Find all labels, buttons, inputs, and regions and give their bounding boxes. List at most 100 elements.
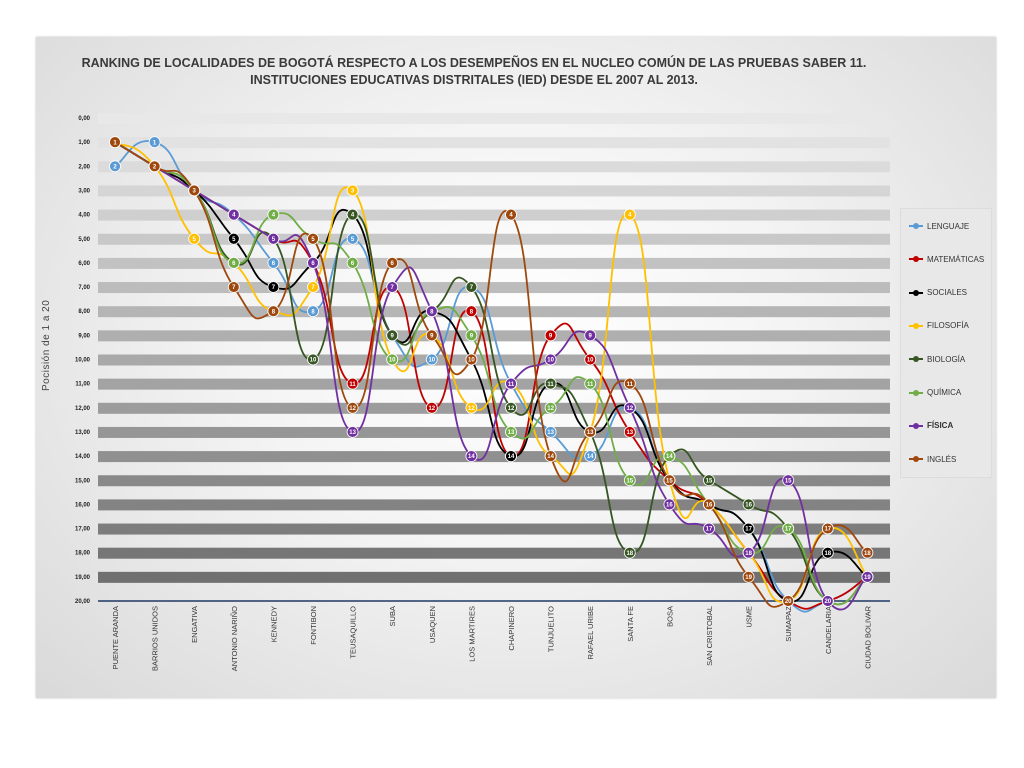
y-tick-label: 17,00	[75, 527, 91, 533]
legend-swatch	[909, 421, 923, 431]
data-point	[109, 160, 121, 173]
data-point	[465, 281, 478, 293]
data-point	[425, 329, 438, 342]
data-point	[188, 184, 201, 197]
data-point	[267, 305, 280, 318]
data-label: 7	[232, 285, 236, 291]
grid-band	[98, 499, 890, 511]
data-point	[505, 426, 517, 438]
y-tick-label: 11,00	[75, 382, 90, 388]
legend-item: MATEMÁTICAS	[909, 252, 984, 266]
data-point	[386, 256, 399, 269]
x-tick-label: RAFAEL URIBE	[586, 606, 595, 660]
chart-title-block: RANKING DE LOCALIDADES DE BOGOTÁ RESPECT…	[36, 55, 912, 89]
legend-item: BIOLOGÍA	[909, 352, 965, 366]
data-point	[386, 329, 399, 342]
data-point	[346, 184, 359, 197]
data-point	[425, 305, 438, 318]
data-label: 17	[745, 527, 752, 533]
data-point	[861, 546, 874, 559]
data-point	[703, 498, 715, 511]
x-axis: PUENTE ARANDA BARRIOS UNIDOS ENGATIVA ANTON…	[111, 605, 872, 671]
data-point	[623, 208, 636, 221]
data-label: 9	[391, 333, 395, 339]
legend-swatch	[909, 354, 923, 364]
legend-label: QUÍMICA	[927, 388, 962, 397]
data-point	[307, 353, 319, 366]
data-label: 5	[311, 237, 315, 243]
data-point	[623, 546, 636, 559]
y-tick-label: 13,00	[75, 430, 91, 436]
data-label: 20	[785, 599, 792, 605]
data-label: 6	[391, 261, 395, 267]
data-point	[821, 522, 834, 535]
x-tick-label: TUNJUELITO	[547, 606, 556, 652]
data-point	[307, 305, 319, 318]
legend-label: FÍSICA	[927, 421, 954, 431]
legend-swatch	[909, 254, 923, 264]
data-point	[623, 426, 636, 438]
data-label: 8	[272, 309, 276, 315]
data-label: 9	[470, 333, 474, 339]
data-point	[782, 522, 795, 535]
data-label: 6	[232, 261, 236, 267]
legend-item: SOCIALES	[909, 286, 967, 300]
data-point	[307, 232, 319, 245]
series-line-5	[114, 141, 868, 606]
y-axis: 0,00 1,00 2,00 3,00 4,00 5,00 6,00 7,00 8,00 9,00…	[75, 116, 91, 605]
data-label: 14	[666, 454, 673, 460]
series-points: 2134685910711131412151617202019123456117…	[109, 136, 874, 607]
y-tick-label: 4,00	[78, 213, 90, 219]
data-label: 11	[349, 382, 356, 388]
data-point	[227, 208, 240, 221]
legend-item: QUÍMICA	[909, 386, 961, 400]
x-tick-label: SUBA	[388, 606, 397, 626]
data-label: 11	[547, 382, 554, 388]
x-tick-label: SAN CRISTOBAL	[705, 606, 714, 666]
data-point	[821, 546, 834, 559]
data-point	[386, 353, 399, 366]
data-point	[148, 136, 161, 149]
data-label: 18	[824, 551, 831, 557]
data-label: 11	[508, 382, 515, 388]
data-point	[584, 353, 597, 366]
data-point	[465, 329, 478, 342]
x-tick-label: BARRIOS UNIDOS	[151, 606, 160, 671]
y-tick-label: 14,00	[75, 454, 91, 460]
y-tick-label: 20,00	[75, 599, 91, 605]
data-label: 5	[232, 237, 236, 243]
data-point	[663, 450, 676, 463]
data-point	[703, 522, 715, 535]
grid-band	[98, 137, 890, 149]
data-label: 14	[468, 454, 475, 460]
data-label: 10	[389, 358, 396, 364]
y-tick-label: 1,00	[78, 140, 90, 146]
legend-swatch	[909, 388, 923, 398]
data-point	[505, 450, 517, 463]
data-label: 16	[745, 503, 752, 509]
y-tick-label: 15,00	[75, 478, 91, 484]
data-label: 18	[626, 551, 633, 557]
data-label: 12	[349, 406, 356, 412]
grid-band	[98, 378, 890, 390]
grid-band	[98, 113, 890, 124]
legend-item: FILOSOFÍA	[909, 319, 969, 333]
legend-label: INGLÉS	[927, 454, 957, 464]
data-point	[663, 474, 676, 487]
legend-label: MATEMÁTICAS	[927, 254, 985, 264]
x-tick-label: TEUSAQUILLO	[349, 606, 358, 659]
grid-band	[98, 161, 890, 173]
data-point	[623, 474, 636, 487]
data-point	[584, 329, 597, 342]
x-tick-label: CIUDAD BOLIVAR	[863, 605, 872, 668]
legend-label: LENGUAJE	[927, 221, 970, 231]
data-point	[346, 377, 359, 390]
data-point	[465, 353, 478, 366]
data-label: 13	[547, 430, 554, 436]
y-tick-label: 12,00	[75, 406, 91, 412]
data-label: 12	[428, 406, 435, 412]
data-label: 3	[351, 189, 355, 195]
data-point	[782, 474, 795, 487]
legend-item: LENGUAJE	[909, 219, 969, 233]
data-label: 15	[666, 478, 673, 484]
